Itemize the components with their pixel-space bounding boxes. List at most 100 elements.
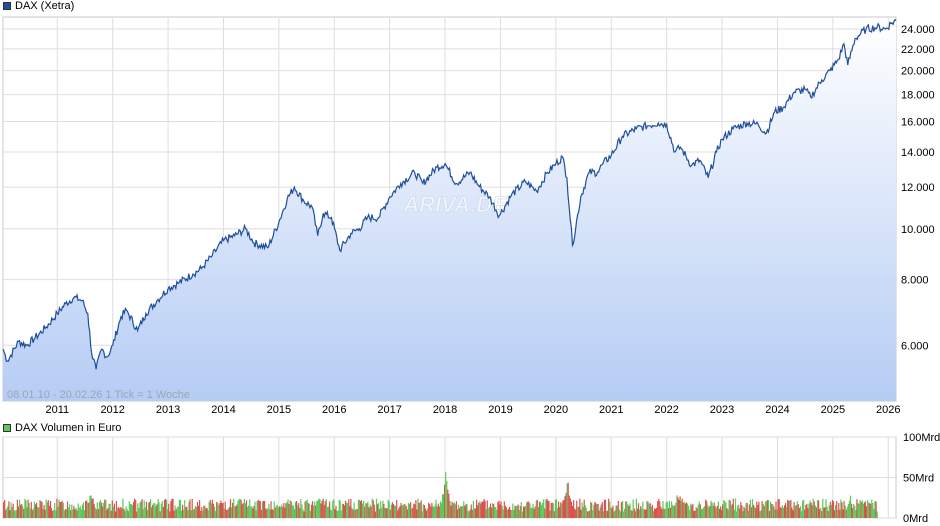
volume-bar — [24, 498, 26, 518]
volume-bar — [158, 502, 160, 518]
volume-bar — [777, 499, 779, 518]
volume-bar — [408, 504, 411, 518]
volume-bar — [744, 508, 746, 518]
volume-bar — [302, 509, 304, 518]
price-y-tick-label: 16.000 — [901, 117, 935, 129]
volume-bar — [400, 502, 402, 518]
volume-bar — [837, 509, 839, 518]
volume-bar — [81, 504, 83, 518]
volume-bar — [368, 507, 370, 518]
volume-bar — [690, 503, 692, 518]
volume-bar — [712, 505, 714, 518]
volume-bar — [204, 505, 206, 518]
volume-bar — [851, 503, 853, 518]
volume-bar — [629, 503, 631, 518]
volume-bar — [566, 483, 568, 518]
volume-bar — [33, 501, 36, 518]
volume-bar — [35, 504, 37, 518]
volume-bar — [542, 502, 544, 518]
price-y-tick-label: 14.000 — [901, 147, 935, 159]
volume-bar — [811, 505, 813, 518]
volume-bar — [774, 509, 776, 518]
volume-bar — [379, 509, 381, 518]
volume-bar — [180, 510, 183, 518]
volume-bar — [538, 501, 541, 518]
volume-bar — [843, 501, 845, 518]
volume-bar — [327, 506, 330, 518]
volume-bar — [769, 511, 771, 518]
volume-bar — [785, 503, 787, 518]
volume-bar — [553, 511, 555, 518]
volume-bar — [58, 499, 60, 518]
volume-bar — [27, 499, 29, 518]
volume-bar — [713, 502, 715, 518]
volume-bar — [11, 507, 13, 518]
volume-bar — [462, 506, 464, 518]
volume-bar — [830, 504, 832, 518]
volume-bar — [203, 505, 205, 518]
volume-bar — [284, 507, 286, 518]
volume-bar — [500, 501, 502, 518]
volume-bar — [50, 508, 53, 518]
volume-bar — [798, 508, 800, 518]
volume-bar — [79, 506, 81, 518]
volume-bar — [600, 504, 602, 518]
volume-bar — [265, 508, 267, 518]
volume-bar — [508, 508, 510, 518]
volume-bar — [569, 498, 571, 518]
volume-bar — [370, 506, 372, 518]
volume-bar — [535, 500, 537, 518]
volume-bar — [306, 499, 308, 518]
volume-bar — [179, 499, 181, 518]
volume-bar — [855, 510, 857, 518]
volume-bar — [527, 501, 529, 518]
volume-bar — [367, 501, 369, 518]
volume-bar — [847, 504, 849, 518]
volume-bar — [698, 501, 700, 518]
volume-bar — [756, 501, 758, 518]
volume-bar — [502, 509, 504, 518]
volume-bar — [139, 502, 141, 518]
volume-bar — [96, 502, 98, 518]
volume-bar — [280, 506, 282, 518]
volume-bar — [499, 504, 501, 518]
volume-bar — [562, 500, 564, 518]
volume-bar — [812, 498, 814, 518]
volume-bar — [299, 508, 301, 518]
volume-bar — [751, 499, 754, 518]
volume-bar — [340, 510, 342, 518]
volume-bar — [418, 502, 420, 518]
volume-bar — [195, 507, 197, 518]
volume-bar — [838, 502, 840, 518]
volume-bar — [362, 503, 364, 518]
volume-bar — [530, 508, 532, 518]
price-x-tick-label: 2022 — [654, 404, 678, 416]
volume-bar — [427, 508, 429, 518]
volume-bar — [870, 503, 872, 518]
volume-bar — [420, 500, 422, 518]
volume-bar — [355, 509, 357, 518]
volume-bar — [733, 509, 735, 518]
volume-bar — [403, 503, 405, 518]
volume-bar — [20, 504, 22, 518]
volume-bar — [251, 506, 253, 518]
volume-bar — [828, 505, 830, 518]
volume-bar — [496, 509, 498, 518]
volume-bar — [310, 504, 313, 518]
volume-bar — [255, 510, 257, 518]
volume-bar — [603, 499, 605, 518]
volume-bar — [664, 509, 666, 518]
volume-bar — [38, 507, 40, 518]
volume-bar — [471, 509, 473, 518]
volume-bar — [220, 500, 222, 518]
volume-bar — [372, 500, 374, 518]
volume-bar — [512, 503, 514, 518]
volume-bar — [307, 503, 309, 518]
volume-bar — [415, 500, 417, 518]
volume-bar — [168, 503, 170, 518]
volume-bar — [842, 509, 844, 518]
volume-bar — [782, 507, 784, 518]
volume-bar — [658, 498, 660, 518]
volume-bar — [223, 508, 225, 518]
volume-bar — [583, 499, 585, 518]
